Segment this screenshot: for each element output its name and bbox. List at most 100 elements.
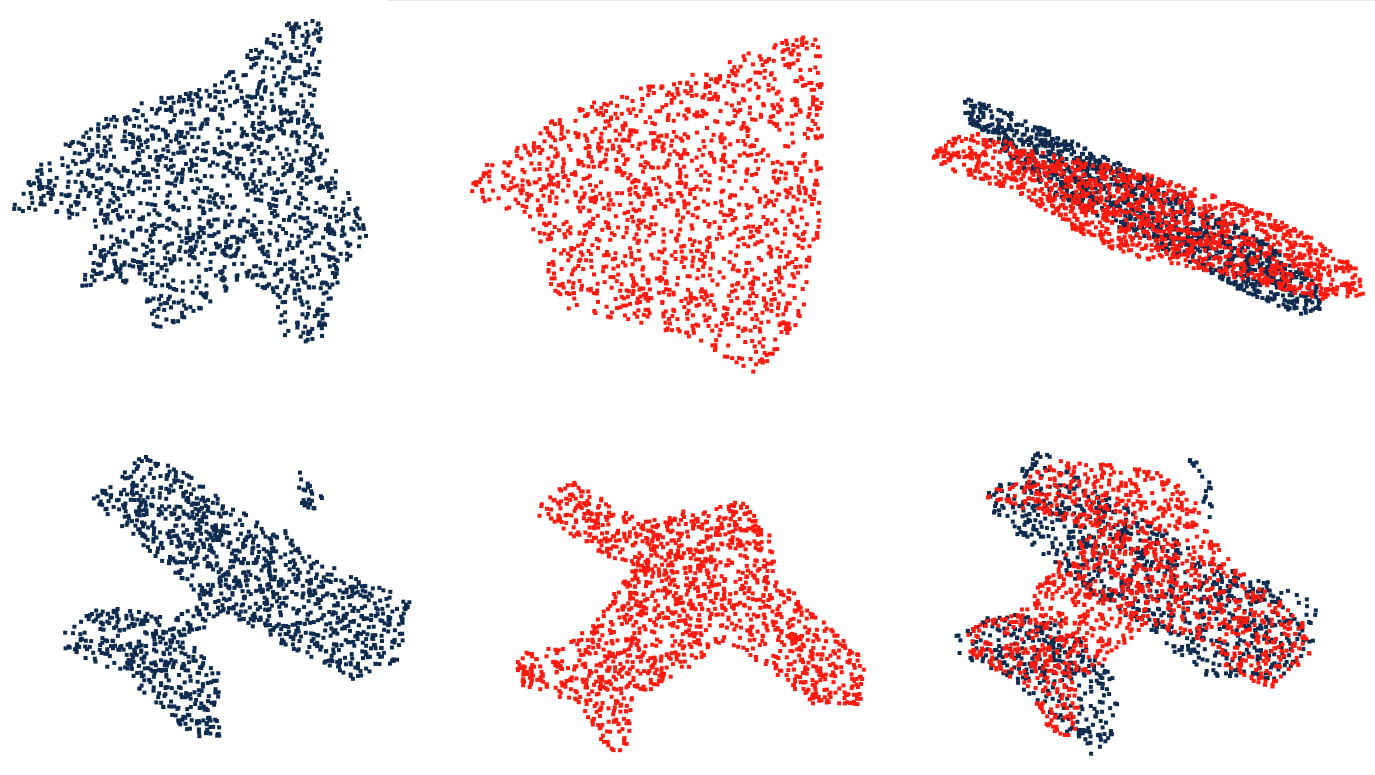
source-point	[72, 151, 77, 156]
source-point	[234, 166, 239, 171]
source-point	[313, 265, 318, 269]
target-point	[638, 108, 643, 113]
overlay-source-point	[1121, 199, 1126, 204]
source-point	[325, 312, 330, 317]
overlay-target-point	[1240, 204, 1245, 209]
source-point	[260, 231, 265, 236]
source-point	[333, 275, 337, 279]
target-point	[635, 240, 640, 245]
source-point	[334, 219, 339, 224]
target-point	[588, 252, 593, 256]
source-point	[253, 95, 258, 99]
source-point	[282, 50, 287, 55]
target-point	[737, 153, 742, 158]
source-point	[82, 206, 87, 211]
target-point	[702, 93, 707, 98]
target-point	[690, 259, 695, 264]
target-point	[590, 159, 595, 164]
source-point	[332, 232, 337, 237]
target-point	[792, 275, 797, 280]
source-point	[318, 36, 323, 41]
source-point	[328, 181, 333, 185]
target-point	[587, 220, 592, 225]
target-point	[552, 248, 557, 253]
target-point	[613, 251, 618, 256]
target-point	[727, 293, 731, 298]
source-point	[106, 181, 111, 186]
target-point	[643, 307, 648, 312]
source-point	[112, 154, 116, 159]
source-point	[253, 197, 258, 202]
target-point	[579, 185, 584, 190]
overlay-source-point	[1299, 276, 1304, 281]
overlay-target-point	[1232, 275, 1237, 280]
source-point	[178, 257, 183, 262]
source-point	[235, 85, 240, 90]
source-point	[295, 282, 300, 287]
source-point	[329, 227, 334, 232]
target-point	[570, 285, 575, 290]
source-point	[171, 118, 176, 123]
source-point	[88, 251, 93, 256]
target-point	[645, 314, 650, 319]
overlay-target-point	[1203, 207, 1208, 211]
source-point	[269, 57, 274, 62]
overlay-target-point	[1049, 185, 1054, 190]
source-point	[117, 244, 122, 249]
target-point	[781, 312, 786, 317]
overlay-source-point	[1009, 117, 1014, 122]
source-point	[301, 99, 306, 104]
source-point	[303, 21, 308, 26]
target-point	[703, 289, 708, 294]
target-point	[736, 334, 741, 338]
target-point	[649, 215, 654, 220]
target-point	[784, 305, 789, 310]
overlay-source-point	[1217, 274, 1222, 279]
overlay-source-point	[1035, 127, 1040, 132]
source-point	[321, 301, 326, 306]
source-point	[179, 134, 183, 138]
source-point	[205, 140, 210, 145]
source-point	[281, 76, 286, 80]
target-point	[809, 87, 814, 92]
source-point	[83, 186, 88, 190]
target-point	[705, 249, 710, 254]
target-point	[574, 303, 579, 307]
overlay-target-point	[1119, 229, 1124, 233]
target-point	[758, 225, 762, 229]
overlay-source-point	[1314, 295, 1319, 300]
source-point	[28, 191, 33, 195]
source-point	[55, 209, 60, 214]
target-point	[752, 186, 757, 191]
source-point	[285, 119, 290, 124]
overlay-source-point	[1130, 225, 1134, 230]
overlay-source-point	[980, 127, 984, 132]
target-point	[631, 219, 636, 224]
source-point	[311, 146, 316, 151]
target-point	[705, 126, 709, 130]
source-point	[289, 233, 294, 238]
source-point	[297, 75, 302, 80]
overlay-target-point	[1206, 240, 1211, 245]
overlay-source-point	[1247, 260, 1251, 265]
target-point	[615, 116, 620, 121]
target-point	[700, 152, 705, 157]
target-point	[616, 225, 621, 230]
source-point	[242, 99, 247, 104]
source-point	[39, 167, 44, 172]
source-point	[241, 176, 246, 181]
source-point	[305, 300, 310, 305]
overlay-source-point	[1047, 132, 1052, 137]
target-point	[695, 110, 700, 115]
overlay-target-point	[996, 170, 1001, 174]
overlay-source-point	[1292, 306, 1297, 311]
source-point	[197, 225, 202, 230]
source-point	[198, 179, 203, 184]
target-point	[647, 287, 652, 292]
source-point	[116, 215, 121, 220]
target-point	[738, 108, 743, 112]
source-point	[216, 90, 221, 95]
target-point	[625, 294, 630, 299]
overlay-source-point	[1056, 136, 1061, 141]
target-point	[735, 282, 740, 287]
